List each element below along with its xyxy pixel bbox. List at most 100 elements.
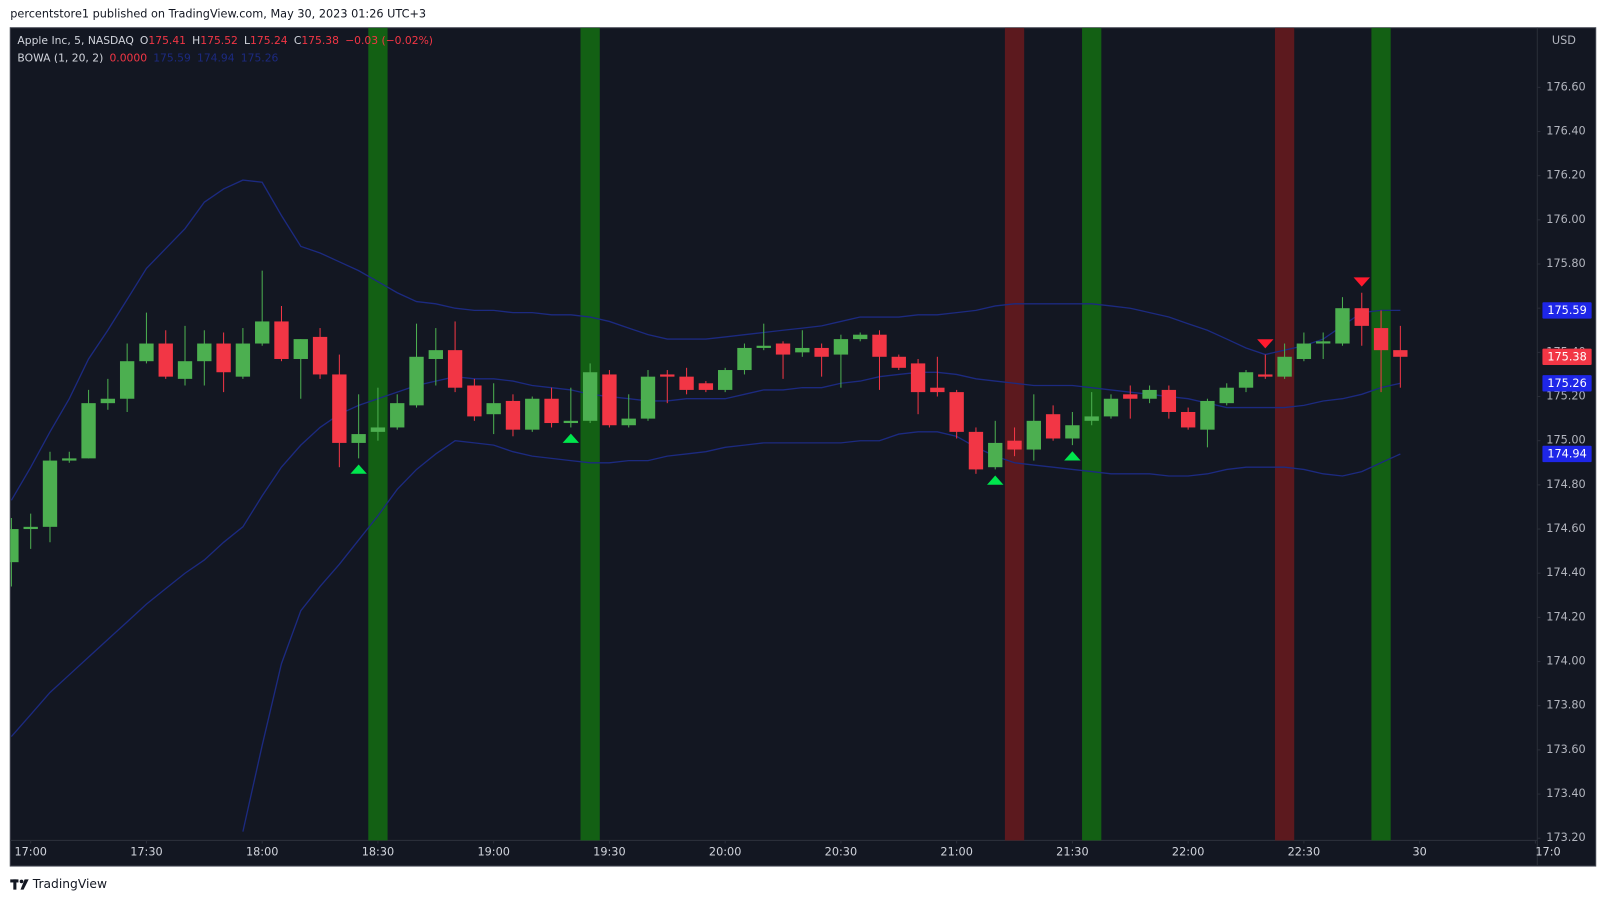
candle-body (23, 526, 38, 530)
candle-body (1026, 420, 1041, 450)
candle-body (332, 374, 347, 443)
candle-body (833, 339, 849, 355)
legend-change: −0.03 (−0.02%) (345, 34, 433, 47)
candle-body (1238, 372, 1254, 388)
y-tick-label: 175.00 (1546, 434, 1585, 447)
legend-open: 175.41 (148, 34, 186, 47)
buy-marker (562, 433, 580, 443)
candle-body (100, 398, 116, 404)
x-tick-label: 20:30 (825, 846, 857, 859)
candle-body (1065, 425, 1080, 439)
candle-body (679, 376, 694, 390)
candle-body (235, 343, 251, 377)
chart-panel (9, 27, 1597, 867)
candle-body (1316, 341, 1331, 344)
candle-body (814, 347, 829, 357)
candle-body (1373, 328, 1389, 351)
y-tick-label: 173.60 (1546, 743, 1585, 756)
y-tick-label: 173.20 (1546, 831, 1585, 844)
currency: USD (1552, 34, 1576, 47)
candle-body (62, 458, 77, 461)
candle-body (891, 356, 906, 368)
legend-prefix: H (192, 34, 200, 47)
candle-body (1084, 416, 1099, 421)
candle-body (42, 460, 58, 527)
candle-body (390, 403, 405, 428)
candle-body (930, 387, 945, 393)
candle-body (370, 427, 386, 432)
candle-body (1045, 414, 1061, 439)
candle-body (756, 345, 771, 348)
y-tick-label: 174.60 (1546, 522, 1585, 535)
candle-body (795, 347, 810, 353)
price-tag (1542, 375, 1592, 392)
candle-body (872, 334, 887, 357)
y-tick-label: 176.00 (1546, 213, 1585, 226)
candle-body (737, 347, 752, 371)
x-tick-label: 20:00 (709, 846, 741, 859)
symbol: Apple Inc, 5, NASDAQ (17, 34, 133, 47)
signal-column (580, 27, 600, 841)
x-tick-label: 21:30 (1056, 846, 1088, 859)
candle-body (988, 442, 1003, 468)
candle-body (139, 343, 154, 362)
y-tick-label: 176.20 (1546, 169, 1585, 182)
buy-marker (1064, 451, 1081, 461)
y-tick-label: 175.20 (1546, 390, 1585, 403)
buy-marker (350, 464, 367, 474)
buy-marker (987, 475, 1004, 485)
candle-body (910, 363, 926, 393)
ohlc-legend: Apple Inc, 5, NASDAQ O175.41 H175.52 L175.2… (17, 34, 433, 47)
candle-body (293, 339, 308, 359)
price-tag (1542, 445, 1592, 463)
x-tick-label: 22:00 (1172, 846, 1204, 859)
candle-body (312, 336, 328, 375)
x-tick-label: 17:00 (14, 846, 46, 859)
y-tick-label: 173.40 (1546, 787, 1585, 800)
legend-lower: 174.94 (197, 51, 235, 64)
candle-body (158, 343, 173, 377)
legend-upper: 175.59 (153, 51, 191, 64)
y-tick-label: 174.20 (1546, 610, 1585, 623)
legend-close: 175.38 (301, 34, 339, 47)
candle-body (274, 321, 289, 359)
candle-body (660, 374, 675, 377)
legend-prefix: L (244, 34, 250, 47)
candle-body (177, 361, 193, 379)
signal-column (1371, 27, 1391, 841)
candle-body (1103, 398, 1119, 417)
candle-body (1123, 394, 1138, 399)
candle-body (505, 400, 521, 430)
sell-marker (1257, 339, 1274, 349)
candle-body (1335, 308, 1350, 344)
indicator-value: 0.0000 (109, 51, 147, 64)
band-upper (10, 179, 1401, 501)
legend-middle: 175.26 (241, 51, 279, 64)
y-tick-label: 176.40 (1546, 125, 1585, 138)
publish-header: percentstore1 published on TradingView.c… (10, 7, 426, 20)
candle-body (544, 398, 559, 424)
x-tick-label: 18:30 (362, 846, 394, 859)
sell-marker (1353, 277, 1370, 287)
price-tag (1542, 302, 1592, 319)
y-tick-label: 175.80 (1546, 257, 1585, 270)
candle-body (1007, 440, 1022, 450)
candle-body (640, 376, 656, 419)
candle-body (1296, 343, 1312, 359)
y-tick-label: 174.00 (1546, 655, 1585, 668)
candle-body (81, 403, 96, 459)
price-tag-label: 175.38 (1547, 350, 1586, 363)
candle-body (853, 334, 868, 340)
candle-body (602, 374, 617, 426)
candle-body (1393, 350, 1408, 357)
legend-prefix: C (294, 34, 302, 47)
y-tick-label: 173.80 (1546, 699, 1585, 712)
legend-high: 175.52 (200, 34, 238, 47)
x-tick-label: 18:00 (246, 846, 278, 859)
candle-body (1200, 400, 1215, 430)
markers (350, 277, 1370, 485)
x-tick-label: 19:30 (593, 846, 625, 859)
candle-body (1354, 308, 1369, 326)
